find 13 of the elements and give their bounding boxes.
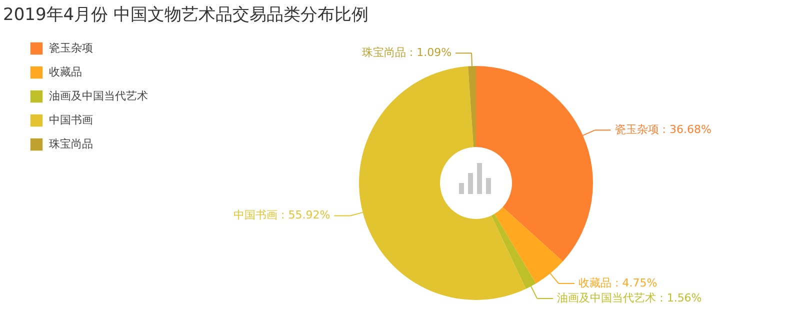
data-label: 瓷玉杂项 : 36.68% — [614, 123, 712, 136]
legend-label: 瓷玉杂项 — [49, 42, 93, 54]
data-label: 珠宝尚品 : 1.09% — [362, 46, 452, 60]
donut-slice — [476, 66, 593, 262]
donut-slice — [494, 207, 563, 284]
legend-label: 中国书画 — [49, 114, 93, 126]
legend-label: 收藏品 — [49, 66, 82, 78]
chart-title: 2019年4月份 中国文物艺术品交易品类分布比例 — [3, 5, 368, 25]
legend-label: 油画及中国当代艺术 — [49, 90, 148, 102]
data-label: 油画及中国当代艺术 : 1.56% — [557, 291, 702, 304]
legend-label: 珠宝尚品 — [49, 138, 93, 150]
data-label: 中国书画 : 55.92% — [234, 208, 330, 222]
data-label: 收藏品 : 4.75% — [578, 276, 658, 290]
